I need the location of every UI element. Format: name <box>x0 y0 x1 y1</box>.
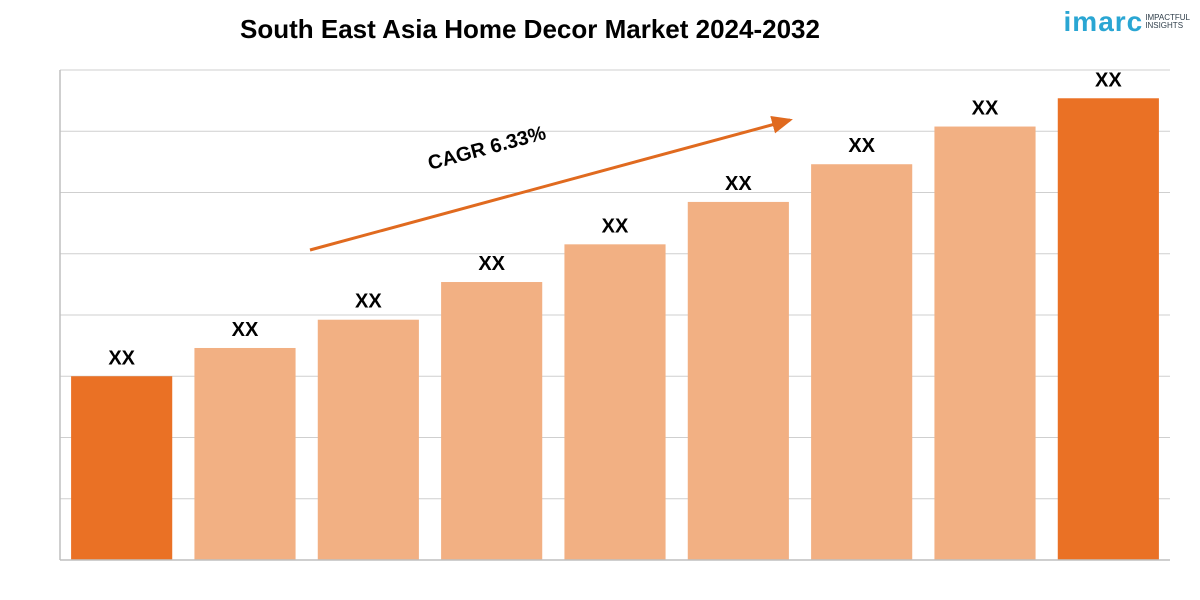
chart-title: South East Asia Home Decor Market 2024-2… <box>0 14 1060 45</box>
bar <box>441 282 542 560</box>
bar <box>688 202 789 560</box>
bar <box>934 127 1035 560</box>
bar-chart: XX XX XX XX XX XX XX XX XX CAGR 6.33% <box>30 60 1180 580</box>
bar <box>71 376 172 560</box>
bar <box>811 164 912 560</box>
bar-value-label: XX <box>602 215 629 237</box>
brand-tagline-2: INSIGHTS <box>1145 21 1183 30</box>
cagr-label: CAGR 6.33% <box>426 122 549 175</box>
brand-logo-tagline: IMPACTFUL INSIGHTS <box>1145 14 1190 30</box>
brand-logo-text: imarc <box>1064 6 1144 38</box>
bar <box>318 320 419 560</box>
bar <box>564 244 665 560</box>
bar-value-label: XX <box>725 173 752 195</box>
bar-value-label: XX <box>972 98 999 120</box>
bar-value-label: XX <box>355 291 382 313</box>
bar-value-label: XX <box>1095 69 1122 91</box>
bar <box>1058 98 1159 560</box>
brand-logo: imarc IMPACTFUL INSIGHTS <box>1064 6 1190 38</box>
bar <box>194 348 295 560</box>
market-chart-card: South East Asia Home Decor Market 2024-2… <box>0 0 1200 600</box>
bar-value-label: XX <box>478 253 505 275</box>
bar-value-label: XX <box>232 319 259 341</box>
bar-value-label: XX <box>108 347 135 369</box>
bar-value-label: XX <box>848 135 875 157</box>
